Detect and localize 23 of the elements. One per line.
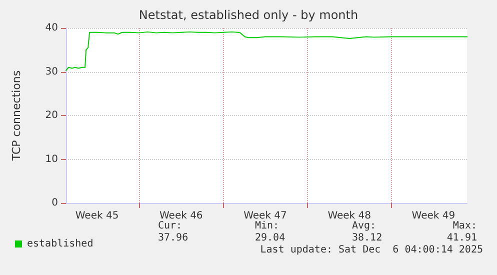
y-axis-title: TCP connections <box>10 70 23 162</box>
text: Min: <box>255 220 280 232</box>
text: Cur: <box>158 220 182 232</box>
text: 37.96 <box>158 232 188 244</box>
y-tick-label: 20 <box>45 110 58 121</box>
chart-title: Netstat, established only - by month <box>138 8 358 22</box>
text: 29.04 <box>255 232 286 244</box>
x-tick-label: Week 49 <box>412 210 456 222</box>
x-tick-label: Week 47 <box>244 210 287 222</box>
text: 41.91 <box>446 232 477 244</box>
text: 38.12 <box>352 232 382 244</box>
line-series <box>66 31 468 71</box>
x-tick-label: Week 45 <box>75 210 119 222</box>
y-tick-label: 10 <box>45 154 58 165</box>
x-tick-label: Week 48 <box>328 210 372 222</box>
y-tick-label: 40 <box>45 22 58 34</box>
legend-label: established <box>27 238 94 250</box>
x-tick-label: Week 46 <box>159 210 203 222</box>
y-tick-label: 0 <box>52 198 58 208</box>
y-tick-label: 30 <box>45 66 58 78</box>
text: Max: <box>452 220 477 232</box>
text: Last update: Sat Dec 6 04:00:14 2025 <box>260 244 483 256</box>
text: Avg: <box>352 220 376 232</box>
